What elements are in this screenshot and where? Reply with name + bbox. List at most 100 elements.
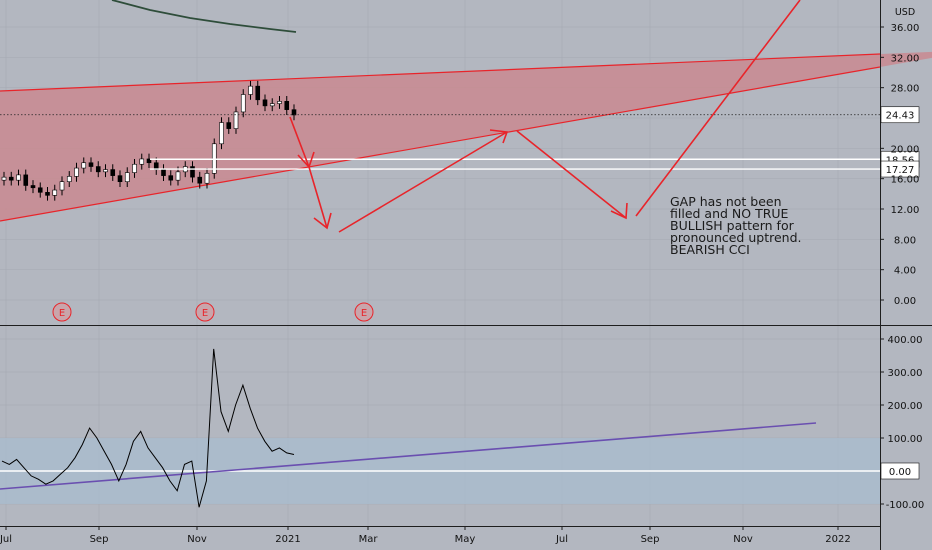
candle	[88, 157, 94, 172]
price-tick-label: 16.00	[891, 175, 920, 186]
time-tick-label: May	[455, 534, 476, 545]
gap-level-lines: 18.5617.27	[150, 150, 920, 178]
rising-wedge-fill	[0, 51, 932, 221]
cci-tick-label: 200.00	[888, 401, 923, 412]
cci-line	[1, 348, 295, 508]
arrow-head	[489, 129, 509, 144]
gap-level-label: 17.27	[886, 165, 915, 176]
time-tick-label: Nov	[733, 534, 753, 545]
time-tick-label: 2022	[825, 534, 850, 545]
candle	[284, 96, 290, 115]
svg-text:E: E	[361, 308, 367, 319]
candle	[52, 184, 58, 201]
candle	[66, 171, 72, 188]
arrow-head	[297, 151, 315, 169]
arrow-head	[610, 202, 628, 220]
candlestick-series	[1, 80, 297, 201]
cci-tick-label: 100.00	[888, 434, 923, 445]
candle	[124, 167, 130, 188]
candle	[226, 117, 232, 134]
arrow-segment	[289, 116, 310, 168]
cci-last-label: 0.00	[889, 467, 911, 478]
arrow-segment	[308, 166, 328, 229]
candle	[240, 89, 246, 118]
time-axis: Jul Sep Nov 2021 Mar May Jul Sep Nov 2022	[0, 526, 851, 545]
candle	[197, 171, 203, 189]
price-tick-label: 36.00	[891, 23, 920, 34]
annotation-line: pronounced uptrend.	[670, 230, 801, 245]
candle	[132, 158, 137, 178]
arrow-head	[313, 212, 332, 230]
candle	[16, 169, 21, 186]
candle	[168, 170, 174, 186]
cci-axis: 400.00 300.00 200.00 100.00 -100.00 0.00	[880, 335, 924, 511]
candle	[45, 187, 50, 201]
wedge-upper-trendline	[0, 53, 881, 92]
time-tick-label: Jul	[0, 534, 12, 545]
svg-text:E: E	[202, 308, 208, 319]
candle	[233, 106, 239, 134]
time-tick-label: Sep	[90, 534, 109, 545]
candle	[269, 98, 275, 112]
annotation-line: GAP has not been	[670, 194, 782, 209]
time-tick-label: Jul	[555, 534, 568, 545]
candle	[248, 80, 253, 100]
wedge-lower-trendline	[0, 66, 881, 222]
candle	[146, 153, 152, 169]
candle	[190, 161, 195, 183]
candle	[59, 176, 65, 196]
candle	[74, 162, 79, 182]
moving-average-line	[111, 0, 297, 33]
candle	[277, 96, 282, 109]
svg-text:E: E	[59, 308, 65, 319]
earnings-marker[interactable]: E	[354, 302, 374, 322]
candle	[23, 169, 29, 191]
currency-label: USD	[895, 7, 915, 18]
annotation-line: BULLISH pattern for	[670, 218, 795, 233]
time-tick-label: 2021	[275, 534, 300, 545]
earnings-marker[interactable]: E	[52, 302, 72, 322]
candle	[95, 161, 101, 178]
candle	[117, 170, 123, 188]
arrow-segment	[338, 131, 508, 233]
candle	[219, 117, 224, 150]
projection-arrows	[289, 0, 801, 233]
annotation-line: BEARISH CCI	[670, 242, 750, 257]
candle	[1, 171, 7, 186]
last-price-label: 24.43	[886, 111, 915, 122]
candle	[103, 164, 108, 178]
price-tick-label: 28.00	[891, 84, 920, 95]
price-tick-label: 32.00	[891, 53, 920, 64]
candle	[262, 94, 268, 112]
candle	[139, 153, 145, 170]
candle	[81, 157, 87, 174]
price-tick-label: 8.00	[894, 235, 916, 246]
price-tick-label: 0.00	[894, 296, 916, 307]
candle	[110, 164, 116, 181]
time-tick-label: Sep	[641, 534, 660, 545]
bearish-annotation: GAP has not been filled and NO TRUE BULLIS…	[670, 194, 801, 257]
cci-trendline	[0, 422, 817, 490]
price-axis: 36.0032.0028.0024.0020.0016.0012.008.004…	[880, 23, 919, 307]
candle	[8, 171, 14, 186]
arrow-segment	[635, 0, 801, 217]
price-tick-label: 20.00	[891, 144, 920, 155]
candle	[255, 80, 261, 106]
cci-tick-label: 400.00	[888, 335, 923, 346]
cci-last-tag	[880, 462, 920, 480]
time-tick-label: Nov	[187, 534, 207, 545]
candle	[204, 168, 210, 189]
cci-tick-label: -100.00	[886, 500, 925, 511]
candle	[37, 182, 43, 198]
price-tick-label: 4.00	[894, 266, 916, 277]
time-tick-label: Mar	[359, 534, 379, 545]
cci-tick-label: 300.00	[888, 368, 923, 379]
arrow-segment	[516, 130, 627, 219]
last-price-tag	[880, 106, 920, 124]
annotation-line: filled and NO TRUE	[670, 206, 789, 221]
earnings-marker[interactable]: E	[195, 302, 215, 322]
candle	[30, 180, 36, 194]
price-tick-label: 12.00	[891, 205, 920, 216]
